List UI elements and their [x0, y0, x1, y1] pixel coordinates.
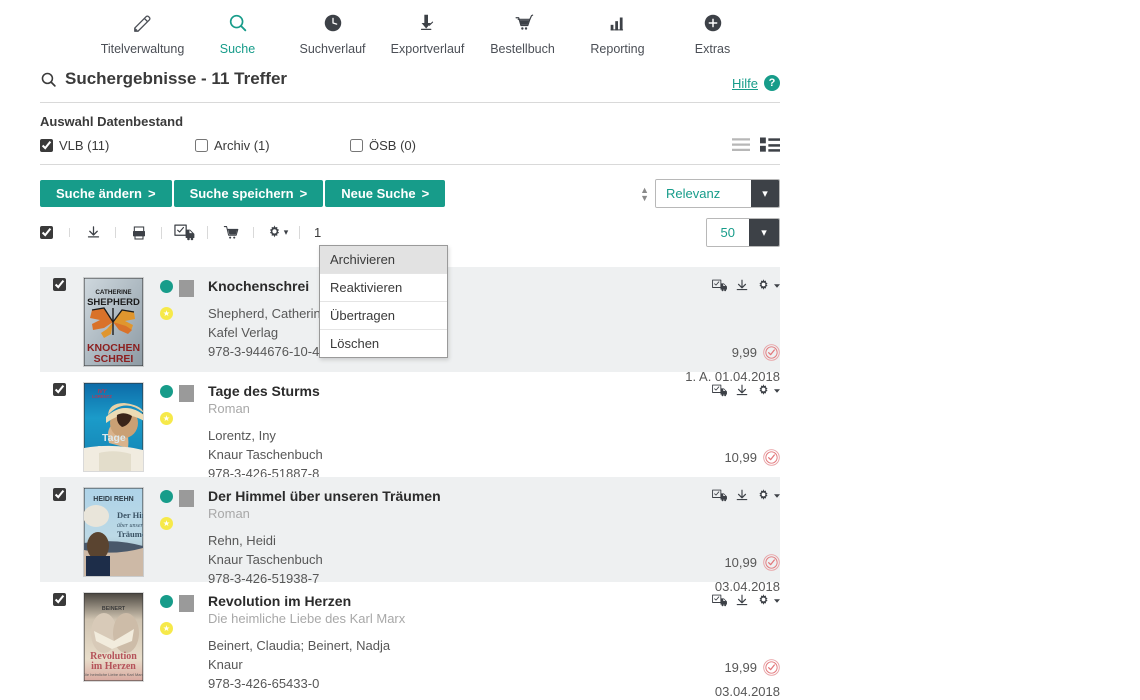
svg-text:Tage: Tage — [102, 432, 126, 444]
svg-text:LORENTZ: LORENTZ — [92, 394, 112, 399]
svg-text:SHEPHERD: SHEPHERD — [87, 297, 140, 308]
svg-text:BEINERT: BEINERT — [102, 606, 126, 612]
svg-text:Der Himmel: Der Himmel — [117, 510, 143, 520]
svg-text:im Herzen: im Herzen — [91, 661, 136, 672]
svg-text:Träumen: Träumen — [117, 529, 143, 539]
svg-text:HEIDI REHN: HEIDI REHN — [93, 496, 133, 503]
svg-text:SCHREI: SCHREI — [94, 353, 134, 365]
svg-text:CATHERINE: CATHERINE — [95, 289, 131, 296]
svg-text:Die heimliche Liebe des Karl M: Die heimliche Liebe des Karl Marx — [84, 672, 143, 677]
